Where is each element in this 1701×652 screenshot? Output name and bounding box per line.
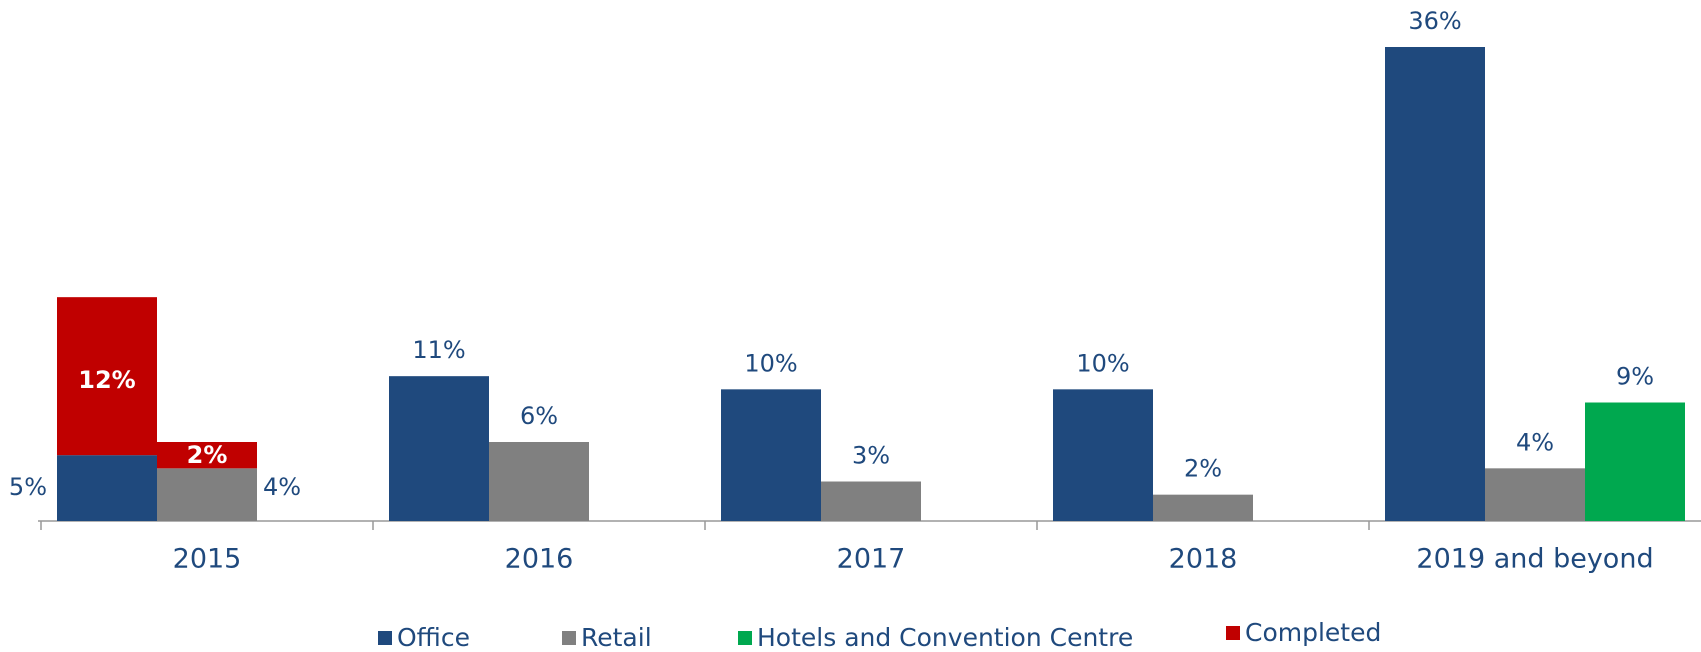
legend-label: Completed: [1245, 618, 1381, 647]
bar: [57, 455, 157, 521]
bar: [1485, 468, 1585, 521]
bar: [489, 442, 589, 521]
legend-swatch: [738, 631, 752, 645]
bar: [821, 481, 921, 521]
value-label: 4%: [263, 473, 301, 501]
value-label: 11%: [412, 336, 465, 364]
stacked-bar: [57, 297, 157, 456]
bar: [1053, 389, 1153, 521]
legend-label: Hotels and Convention Centre: [757, 623, 1133, 652]
value-label: 3%: [852, 442, 890, 470]
bar: [389, 376, 489, 521]
value-label: 9%: [1616, 363, 1654, 391]
x-tick-label: 2016: [505, 544, 574, 575]
value-label: 4%: [1516, 428, 1554, 456]
x-tick-label: 2015: [173, 544, 242, 575]
stacked-bar: [157, 442, 257, 469]
legend-label: Office: [397, 623, 470, 652]
x-tick-label: 2018: [1169, 544, 1238, 575]
stacked-value-label: 12%: [78, 366, 135, 394]
stacked-value-label: 2%: [187, 441, 228, 469]
bar: [1585, 402, 1685, 521]
bar: [721, 389, 821, 521]
x-tick-label: 2019 and beyond: [1416, 544, 1653, 575]
legend-swatch: [562, 631, 576, 645]
legend-swatch: [1226, 626, 1240, 640]
bar: [1153, 494, 1253, 521]
value-label: 10%: [1076, 349, 1129, 377]
legend-swatch: [378, 631, 392, 645]
bar: [157, 468, 257, 521]
legend-label: Retail: [581, 623, 652, 652]
x-tick-label: 2017: [837, 544, 906, 575]
bar: [1385, 47, 1485, 521]
value-label: 10%: [744, 349, 797, 377]
value-label: 2%: [1184, 455, 1222, 483]
value-label: 36%: [1408, 7, 1461, 35]
value-label: 5%: [9, 473, 47, 501]
value-label: 6%: [520, 402, 558, 430]
